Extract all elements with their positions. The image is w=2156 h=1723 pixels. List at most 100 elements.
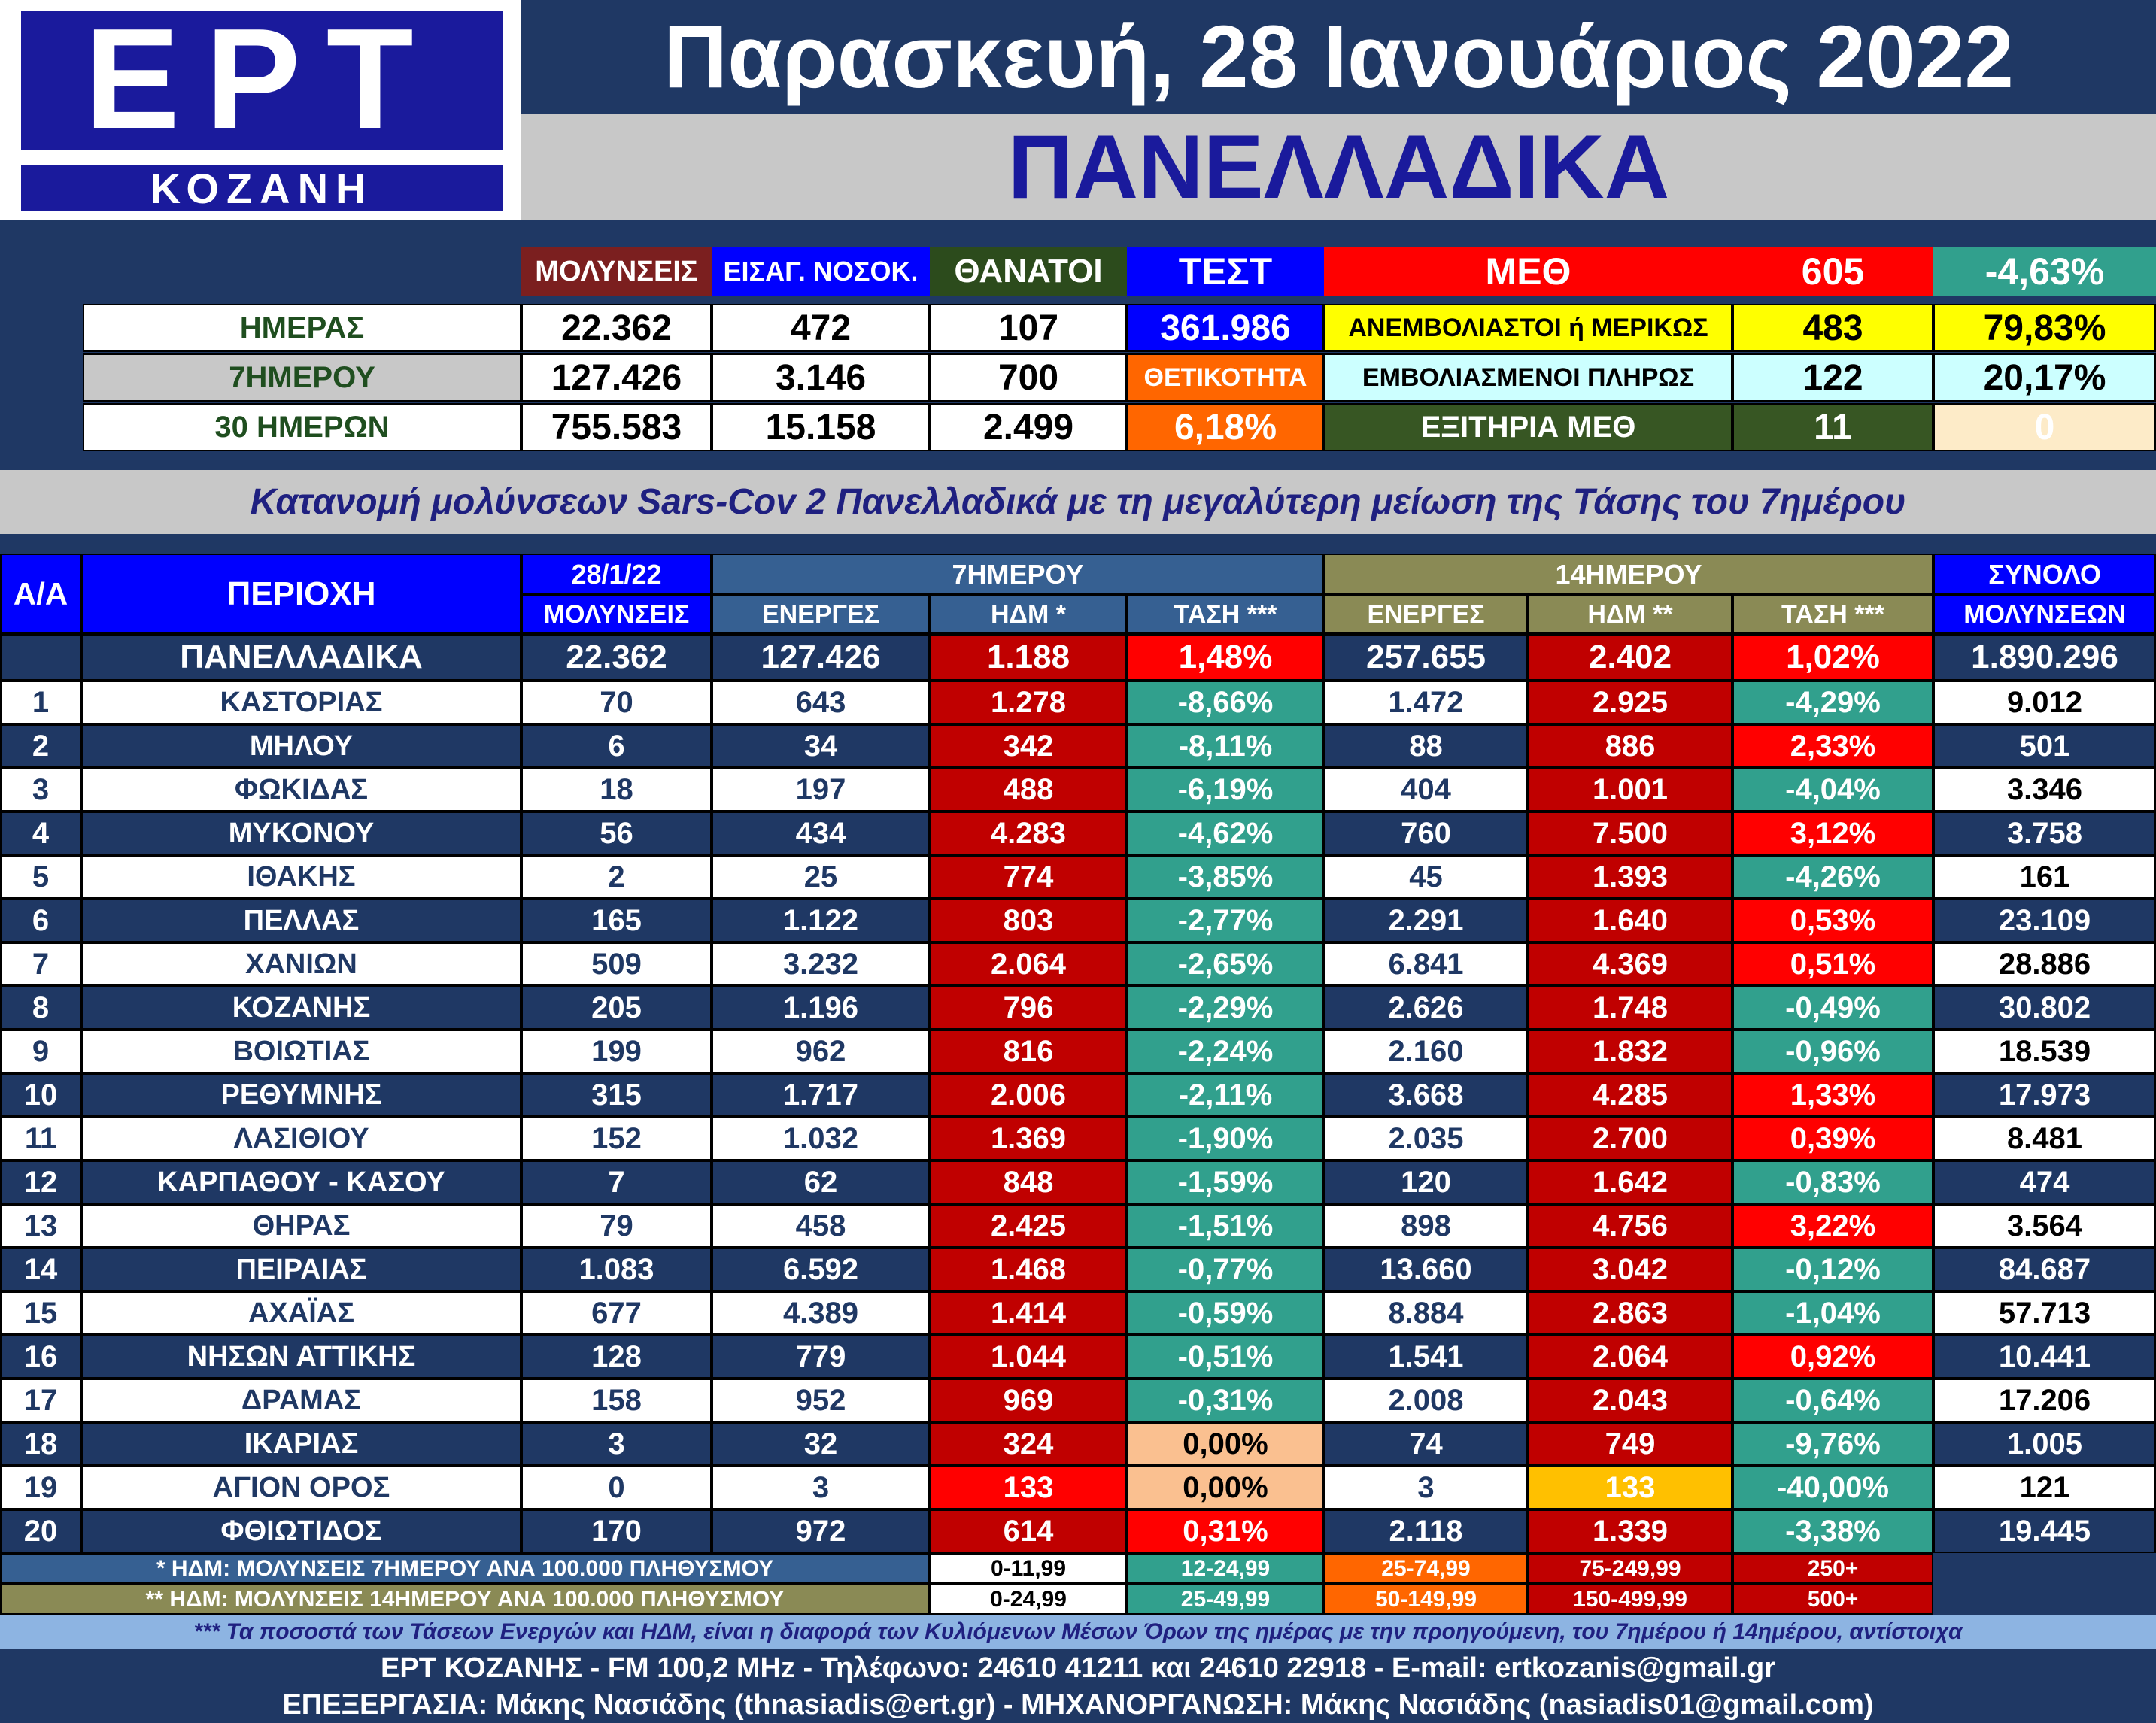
row-trend14: 3,22% — [1732, 1204, 1933, 1248]
row-active14: 1.472 — [1324, 681, 1528, 724]
row-hdm7: 324 — [930, 1422, 1127, 1466]
row-total: 23.109 — [1933, 899, 2156, 942]
row-trend14: 0,51% — [1732, 942, 1933, 986]
row-hdm14: 133 — [1528, 1466, 1732, 1509]
row-active7: 458 — [712, 1204, 930, 1248]
row-area: ΛΑΣΙΘΙΟΥ — [81, 1117, 521, 1160]
legend-range: 25-49,99 — [1127, 1584, 1324, 1615]
legend-range: 12-24,99 — [1127, 1553, 1324, 1584]
row-active7: 3.232 — [712, 942, 930, 986]
row-hdm7: 803 — [930, 899, 1127, 942]
row-active14: 404 — [1324, 768, 1528, 811]
row-aa: 10 — [0, 1073, 81, 1117]
col-header-hdm14: ΗΔΜ ** — [1528, 595, 1732, 634]
row-active7: 434 — [712, 811, 930, 855]
row-hdm14: 2.064 — [1528, 1335, 1732, 1379]
row-aa: 6 — [0, 899, 81, 942]
row-hdm14: 2.863 — [1528, 1291, 1732, 1335]
row-trend14: -0,64% — [1732, 1379, 1933, 1422]
summary-row-cases: 755.583 — [521, 403, 712, 451]
row-hdm14: 3.042 — [1528, 1248, 1732, 1291]
row-hdm7: 1.468 — [930, 1248, 1127, 1291]
row-trend7: -0,51% — [1127, 1335, 1324, 1379]
row-hdm14: 1.642 — [1528, 1160, 1732, 1204]
row-active14: 120 — [1324, 1160, 1528, 1204]
row-area: ΒΟΙΩΤΙΑΣ — [81, 1030, 521, 1073]
legend-range: 0-11,99 — [930, 1553, 1127, 1584]
national-aa-cell — [0, 634, 81, 681]
row-total: 10.441 — [1933, 1335, 2156, 1379]
row-hdm14: 1.001 — [1528, 768, 1732, 811]
icu-total: 605 — [1732, 247, 1933, 296]
row-area: ΦΩΚΙΔΑΣ — [81, 768, 521, 811]
row-active14: 2.291 — [1324, 899, 1528, 942]
table-subtitle: Κατανομή μολύνσεων Sars-Cov 2 Πανελλαδικ… — [0, 470, 2156, 534]
row-hdm14: 886 — [1528, 724, 1732, 768]
national-hdm7: 1.188 — [930, 634, 1127, 681]
row-trend7: -8,11% — [1127, 724, 1324, 768]
col-header-trend14: ΤΑΣΗ *** — [1732, 595, 1933, 634]
row-total: 474 — [1933, 1160, 2156, 1204]
row-cases: 152 — [521, 1117, 712, 1160]
row-active7: 197 — [712, 768, 930, 811]
legend-range: 75-249,99 — [1528, 1553, 1732, 1584]
row-hdm7: 1.278 — [930, 681, 1127, 724]
positivity-label: ΘΕΤΙΚΟΤΗΤΑ — [1127, 353, 1324, 402]
row-area: ΚΑΣΤΟΡΙΑΣ — [81, 681, 521, 724]
row-cases: 1.083 — [521, 1248, 712, 1291]
row-cases: 158 — [521, 1379, 712, 1422]
row-active14: 1.541 — [1324, 1335, 1528, 1379]
tests-value: 361.986 — [1127, 304, 1324, 352]
row-total: 84.687 — [1933, 1248, 2156, 1291]
row-total: 17.206 — [1933, 1379, 2156, 1422]
row-trend7: -2,24% — [1127, 1030, 1324, 1073]
row-active7: 972 — [712, 1509, 930, 1553]
row-hdm7: 1.044 — [930, 1335, 1127, 1379]
row-hdm7: 2.425 — [930, 1204, 1127, 1248]
row-hdm14: 749 — [1528, 1422, 1732, 1466]
legend-range: 25-74,99 — [1324, 1553, 1528, 1584]
row-aa: 5 — [0, 855, 81, 899]
header-deaths: ΘΑΝΑΤΟΙ — [930, 247, 1127, 296]
row-area: ΚΑΡΠΑΘΟΥ - ΚΑΣΟΥ — [81, 1160, 521, 1204]
row-area: ΙΚΑΡΙΑΣ — [81, 1422, 521, 1466]
national-cases: 22.362 — [521, 634, 712, 681]
row-aa: 19 — [0, 1466, 81, 1509]
row-trend7: -6,19% — [1127, 768, 1324, 811]
summary-row-cases: 127.426 — [521, 353, 712, 402]
row-hdm7: 796 — [930, 986, 1127, 1030]
row-trend14: 0,39% — [1732, 1117, 1933, 1160]
row-active7: 34 — [712, 724, 930, 768]
row-area: ΡΕΘΥΜΝΗΣ — [81, 1073, 521, 1117]
row-trend14: -0,96% — [1732, 1030, 1933, 1073]
legend-range: 50-149,99 — [1324, 1584, 1528, 1615]
row-active7: 1.196 — [712, 986, 930, 1030]
row-hdm7: 342 — [930, 724, 1127, 768]
row-hdm14: 4.285 — [1528, 1073, 1732, 1117]
row-trend14: -0,12% — [1732, 1248, 1933, 1291]
national-trend14: 1,02% — [1732, 634, 1933, 681]
row-cases: 79 — [521, 1204, 712, 1248]
row-trend14: 1,33% — [1732, 1073, 1933, 1117]
summary-row-label: ΗΜΕΡΑΣ — [83, 304, 521, 352]
row-aa: 4 — [0, 811, 81, 855]
icu-row-value: 483 — [1732, 304, 1933, 352]
row-hdm14: 2.925 — [1528, 681, 1732, 724]
row-trend14: 2,33% — [1732, 724, 1933, 768]
row-trend7: -2,29% — [1127, 986, 1324, 1030]
icu-row-label: ΑΝΕΜΒΟΛΙΑΣΤΟΙ ή ΜΕΡΙΚΩΣ — [1324, 304, 1732, 352]
row-cases: 6 — [521, 724, 712, 768]
row-active14: 760 — [1324, 811, 1528, 855]
row-area: ΘΗΡΑΣ — [81, 1204, 521, 1248]
row-hdm14: 4.756 — [1528, 1204, 1732, 1248]
legend-range: 500+ — [1732, 1584, 1933, 1615]
row-cases: 7 — [521, 1160, 712, 1204]
row-aa: 2 — [0, 724, 81, 768]
national-active14: 257.655 — [1324, 634, 1528, 681]
legend-label: * ΗΔΜ: ΜΟΛΥΝΣΕΙΣ 7ΗΜΕΡΟΥ ΑΝΑ 100.000 ΠΛΗ… — [0, 1553, 930, 1584]
row-trend7: -2,77% — [1127, 899, 1324, 942]
national-trend7: 1,48% — [1127, 634, 1324, 681]
col-header-total-top: ΣΥΝΟΛΟ — [1933, 554, 2156, 595]
row-trend7: -1,51% — [1127, 1204, 1324, 1248]
row-trend7: -0,59% — [1127, 1291, 1324, 1335]
